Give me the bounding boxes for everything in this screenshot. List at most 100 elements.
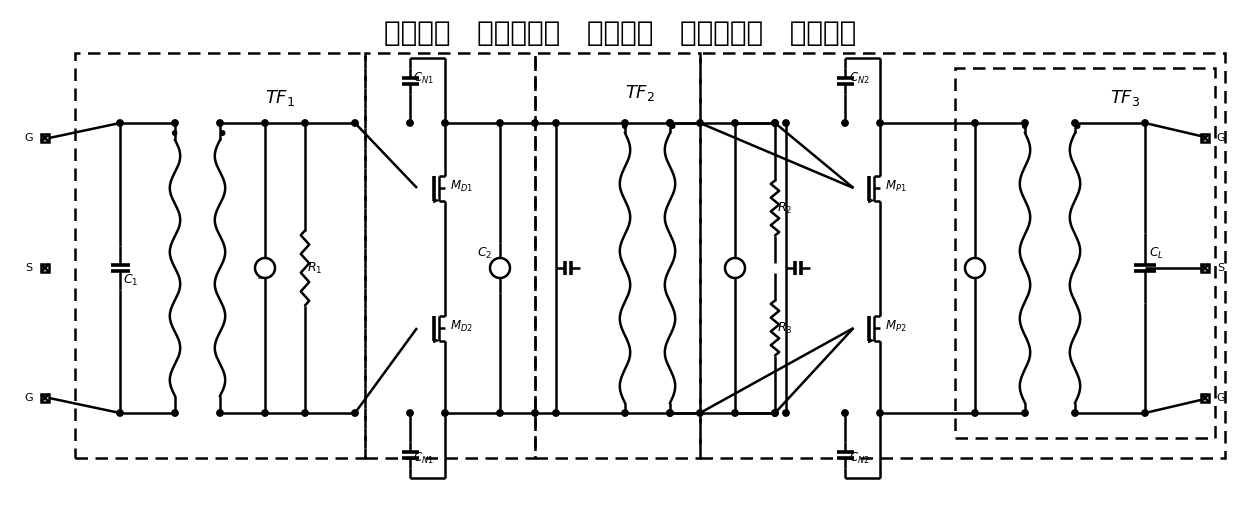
Text: $C_L$: $C_L$ xyxy=(1149,246,1164,261)
Text: $R_2$: $R_2$ xyxy=(777,200,792,215)
Text: G: G xyxy=(1216,133,1225,143)
Text: $M_{P1}$: $M_{P1}$ xyxy=(885,179,906,194)
Circle shape xyxy=(262,120,268,126)
Circle shape xyxy=(407,120,413,126)
Text: G: G xyxy=(25,133,33,143)
Text: $C_{N1}$: $C_{N1}$ xyxy=(413,451,434,466)
Circle shape xyxy=(771,120,779,126)
Text: $C_{N2}$: $C_{N2}$ xyxy=(848,70,869,85)
Circle shape xyxy=(725,258,745,278)
Circle shape xyxy=(771,410,779,416)
Circle shape xyxy=(667,410,673,416)
Text: V: V xyxy=(262,259,268,268)
Circle shape xyxy=(782,120,789,126)
Circle shape xyxy=(553,410,559,416)
Circle shape xyxy=(1022,410,1028,416)
Circle shape xyxy=(553,120,559,126)
Circle shape xyxy=(301,410,309,416)
Text: $M_{D2}$: $M_{D2}$ xyxy=(450,319,472,334)
Text: $C_{N1}$: $C_{N1}$ xyxy=(413,70,434,85)
Circle shape xyxy=(532,120,538,126)
Circle shape xyxy=(621,410,629,416)
Text: G: G xyxy=(734,267,740,276)
Circle shape xyxy=(490,258,510,278)
Bar xyxy=(701,53,1225,458)
Bar xyxy=(41,134,50,142)
Text: $TF_3$: $TF_3$ xyxy=(1110,88,1140,108)
Text: $R_3$: $R_3$ xyxy=(777,321,792,336)
Circle shape xyxy=(697,120,703,126)
Circle shape xyxy=(732,120,738,126)
Circle shape xyxy=(771,120,779,126)
Circle shape xyxy=(1071,120,1079,126)
Text: •: • xyxy=(1071,118,1083,137)
Circle shape xyxy=(441,410,448,416)
Text: $R_1$: $R_1$ xyxy=(308,261,322,276)
Circle shape xyxy=(497,410,503,416)
Circle shape xyxy=(217,120,223,126)
Bar xyxy=(74,53,365,458)
Text: $M_{P2}$: $M_{P2}$ xyxy=(885,319,906,334)
Bar xyxy=(41,394,50,402)
Bar xyxy=(41,264,50,272)
Circle shape xyxy=(255,258,275,278)
Circle shape xyxy=(965,258,985,278)
Circle shape xyxy=(771,410,779,416)
Circle shape xyxy=(1022,120,1028,126)
Text: PA: PA xyxy=(729,274,738,280)
Text: •: • xyxy=(666,118,677,137)
Circle shape xyxy=(1071,410,1079,416)
Circle shape xyxy=(972,410,978,416)
Bar xyxy=(1200,264,1209,272)
Circle shape xyxy=(697,410,703,416)
Circle shape xyxy=(217,410,223,416)
Bar xyxy=(1200,134,1209,142)
Text: $C_1$: $C_1$ xyxy=(123,272,139,287)
Text: $M_{D1}$: $M_{D1}$ xyxy=(450,179,472,194)
Circle shape xyxy=(972,120,978,126)
Text: $C_{N2}$: $C_{N2}$ xyxy=(848,451,869,466)
Text: •: • xyxy=(618,118,629,137)
Circle shape xyxy=(407,410,413,416)
Text: V: V xyxy=(497,259,503,268)
Text: •: • xyxy=(216,125,227,144)
Circle shape xyxy=(441,120,448,126)
Circle shape xyxy=(117,120,123,126)
Text: 输入匹配   驱动放大器   级间匹配   功率放大器   输出匹配: 输入匹配 驱动放大器 级间匹配 功率放大器 输出匹配 xyxy=(384,19,856,47)
Circle shape xyxy=(1142,120,1148,126)
Circle shape xyxy=(117,410,123,416)
Circle shape xyxy=(842,120,848,126)
Text: S: S xyxy=(1218,263,1225,273)
Circle shape xyxy=(172,120,179,126)
Circle shape xyxy=(667,410,673,416)
Text: S: S xyxy=(26,263,32,273)
Circle shape xyxy=(352,410,358,416)
Bar xyxy=(955,68,1215,438)
Text: DA: DA xyxy=(258,274,268,280)
Bar xyxy=(534,53,701,458)
Text: G: G xyxy=(25,393,33,403)
Text: $TF_1$: $TF_1$ xyxy=(265,88,295,108)
Circle shape xyxy=(667,120,673,126)
Circle shape xyxy=(532,410,538,416)
Circle shape xyxy=(301,120,309,126)
Circle shape xyxy=(1142,410,1148,416)
Circle shape xyxy=(877,120,883,126)
Text: •: • xyxy=(167,125,180,144)
Circle shape xyxy=(172,410,179,416)
Circle shape xyxy=(732,410,738,416)
Text: V: V xyxy=(732,259,738,268)
Text: V: V xyxy=(972,259,978,268)
Text: G: G xyxy=(265,267,270,276)
Circle shape xyxy=(782,410,789,416)
Text: G: G xyxy=(1216,393,1225,403)
Circle shape xyxy=(621,120,629,126)
Text: $TF_2$: $TF_2$ xyxy=(625,83,655,103)
Circle shape xyxy=(497,120,503,126)
Bar xyxy=(1200,394,1209,402)
Text: DD: DD xyxy=(970,267,981,276)
Circle shape xyxy=(842,410,848,416)
Circle shape xyxy=(667,120,673,126)
Circle shape xyxy=(352,120,358,126)
Circle shape xyxy=(262,410,268,416)
